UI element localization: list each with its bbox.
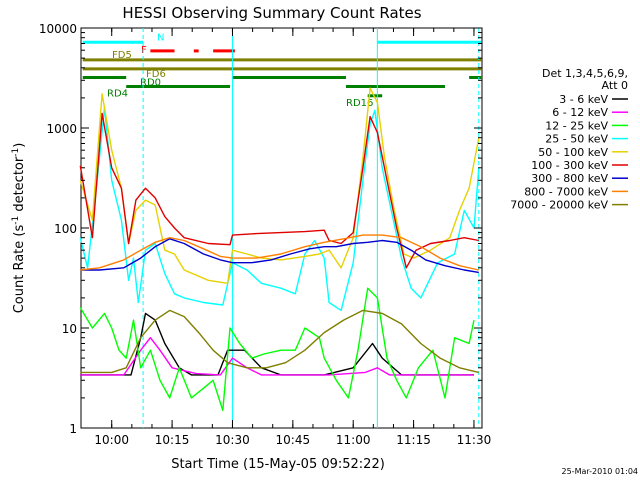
flag-label-f: F bbox=[141, 45, 147, 56]
flag-label-rd4: RD4 bbox=[107, 89, 128, 100]
flag-label-fd6: FD6 bbox=[146, 69, 166, 80]
axes: 10:00 10:15 10:30 10:45 11:00 11:15 11:30 1 10 10… bbox=[39, 22, 491, 447]
legend-label: 100 - 300 keV bbox=[531, 159, 608, 172]
series-line-2 bbox=[80, 337, 474, 376]
series-line-9 bbox=[80, 309, 479, 374]
flag-label-n: N bbox=[157, 32, 164, 43]
y-axis-label: Count Rate (s-1 detector-1) bbox=[11, 143, 27, 314]
y-tick-label: 100 bbox=[54, 222, 77, 236]
series-line-8 bbox=[80, 234, 479, 271]
x-tick-label: 10:30 bbox=[215, 433, 250, 447]
legend-label: 800 - 7000 keV bbox=[524, 185, 608, 198]
y-tick-label: 10000 bbox=[39, 22, 77, 36]
x-tick-label: 10:00 bbox=[94, 433, 129, 447]
y-tick-label: 10 bbox=[62, 322, 77, 336]
legend-label: 300 - 800 keV bbox=[531, 172, 608, 185]
flag-label-fd5: FD5 bbox=[112, 50, 132, 61]
x-tick-label: 10:45 bbox=[276, 433, 311, 447]
y-tick-label: 1 bbox=[69, 422, 77, 436]
x-tick-label: 11:30 bbox=[457, 433, 492, 447]
legend-label: 25 - 50 keV bbox=[545, 133, 608, 146]
timestamp: 25-Mar-2010 01:04 bbox=[562, 467, 639, 476]
series-line-3 bbox=[79, 287, 475, 412]
series-lines bbox=[79, 87, 480, 412]
series-line-7 bbox=[80, 238, 479, 274]
x-axis-label: Start Time (15-May-05 09:52:22) bbox=[171, 457, 385, 472]
legend-label: 7000 - 20000 keV bbox=[510, 199, 608, 212]
y-tick-label: 1000 bbox=[46, 122, 77, 136]
series-line-6 bbox=[79, 112, 479, 269]
series-line-5 bbox=[79, 87, 480, 284]
chart-title: HESSI Observing Summary Count Rates bbox=[122, 4, 421, 22]
legend-label: 12 - 25 keV bbox=[545, 119, 608, 132]
legend-label: 3 - 6 keV bbox=[559, 93, 608, 106]
x-tick-label: 10:15 bbox=[155, 433, 190, 447]
flag-label-rd0: RD0 bbox=[140, 77, 161, 88]
x-tick-label: 11:00 bbox=[336, 433, 371, 447]
legend-label: 50 - 100 keV bbox=[538, 146, 608, 159]
legend-header: Det 1,3,4,5,6,9, bbox=[542, 67, 628, 80]
legend-label: 6 - 12 keV bbox=[552, 106, 608, 119]
flag-label-rd16: RD16 bbox=[346, 98, 373, 109]
series-line-1 bbox=[80, 312, 474, 376]
x-tick-label: 11:15 bbox=[396, 433, 431, 447]
series-line-4 bbox=[79, 106, 480, 312]
legend-header: Att 0 bbox=[602, 79, 628, 92]
